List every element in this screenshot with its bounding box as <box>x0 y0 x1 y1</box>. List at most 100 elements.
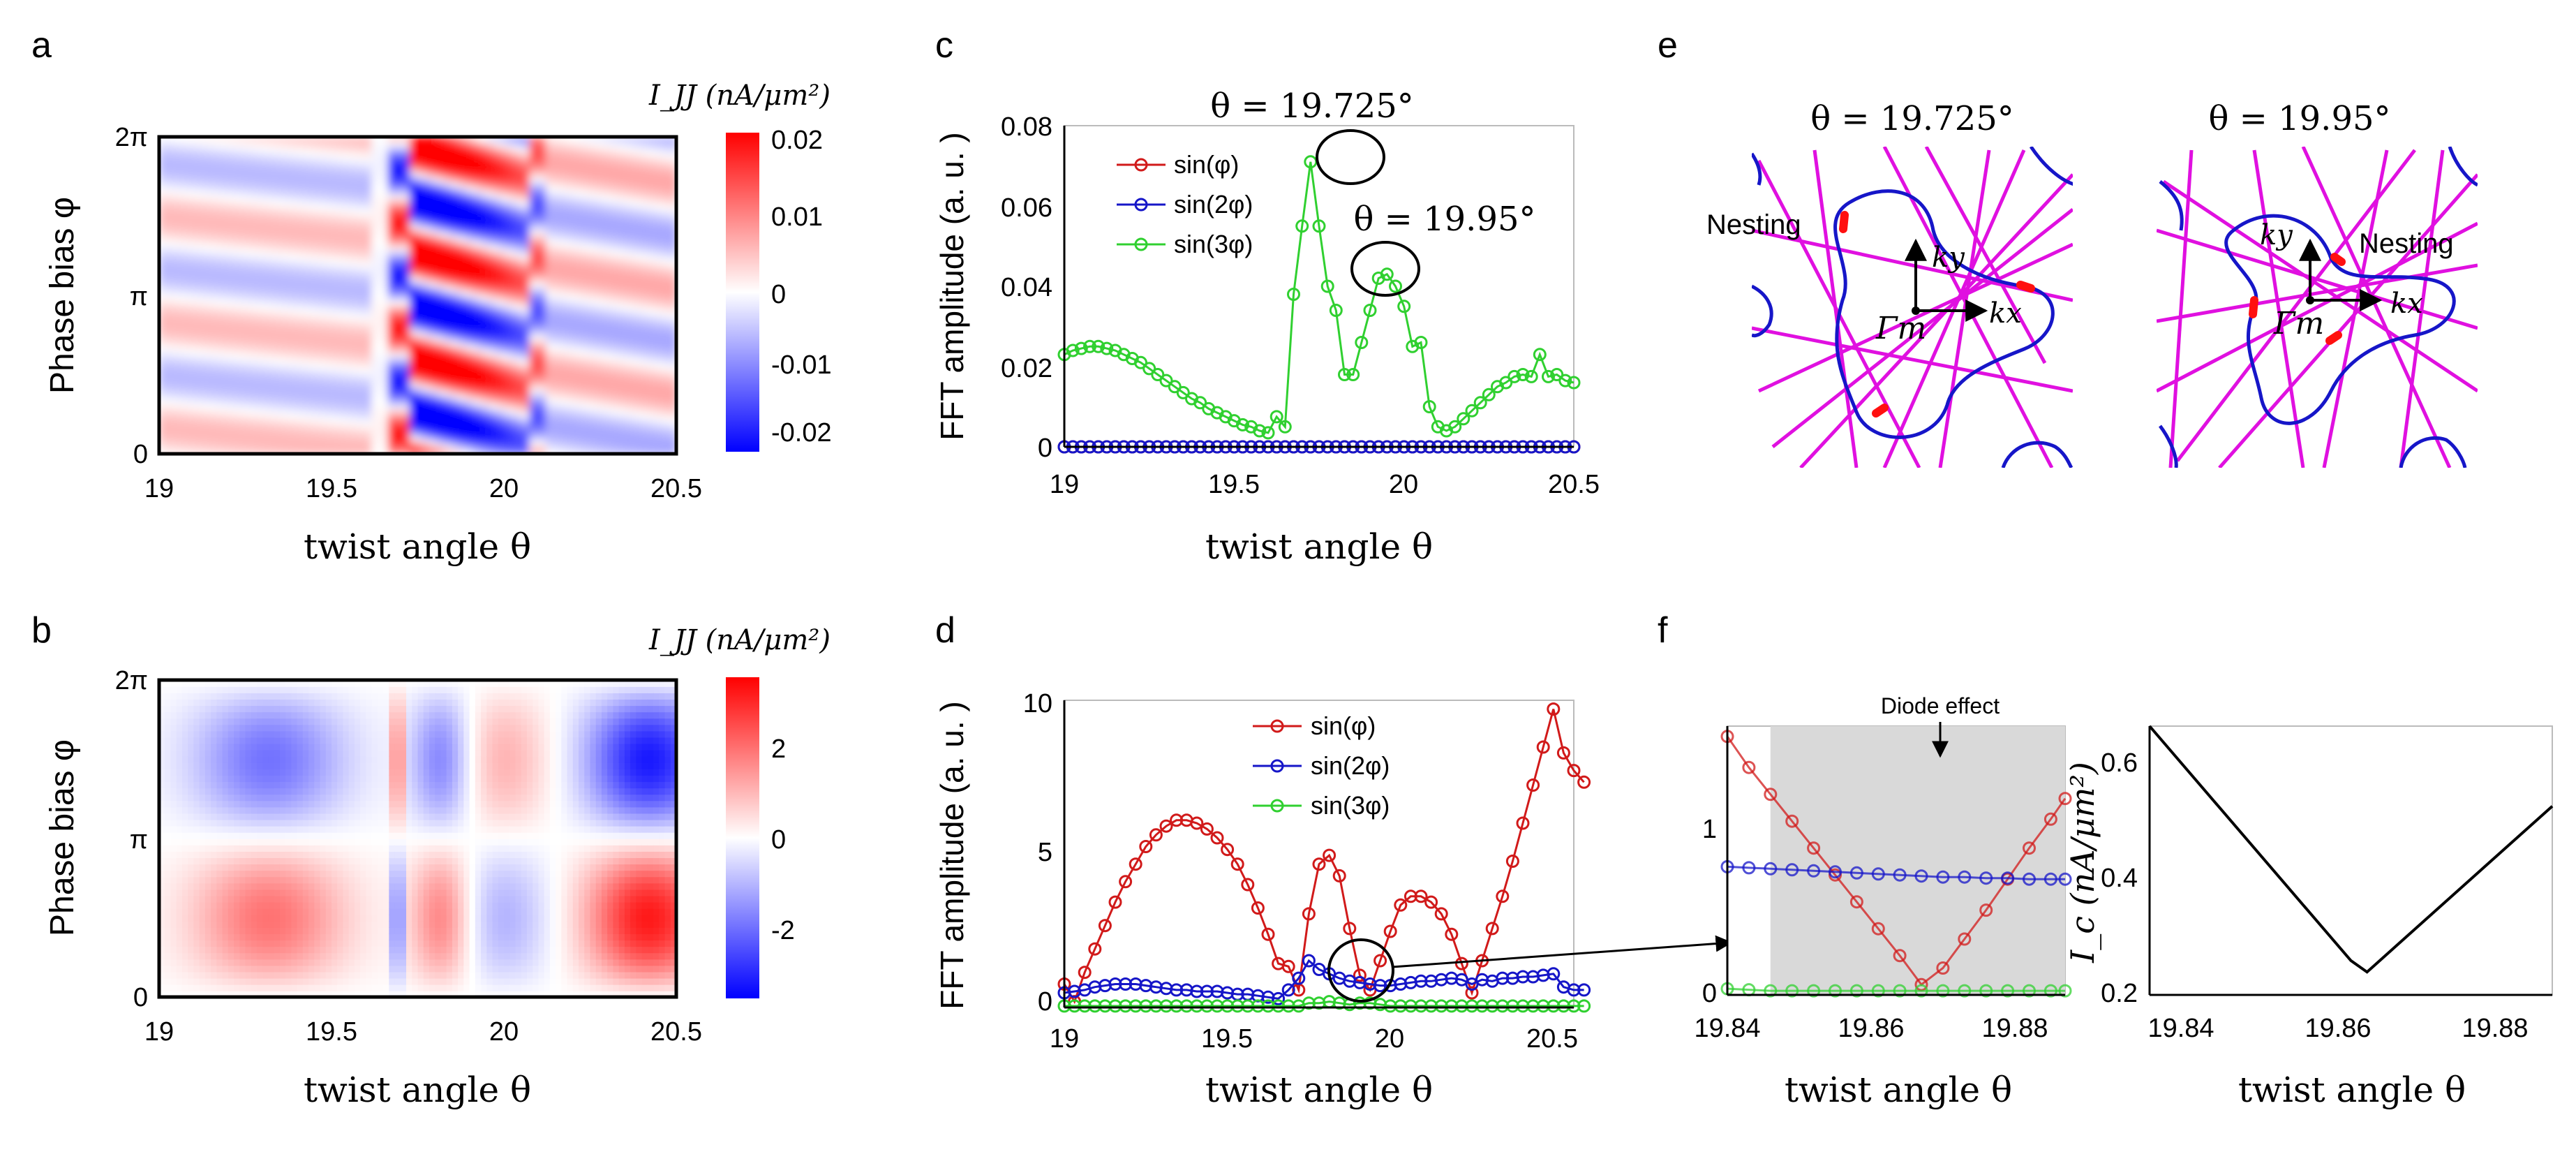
heat-cell <box>186 172 193 179</box>
heat-cell <box>366 304 372 310</box>
heat-cell <box>350 232 356 237</box>
heat-cell <box>218 277 225 283</box>
heat-cell <box>513 145 519 152</box>
heat-cell <box>164 390 171 396</box>
heat-cell <box>300 263 307 269</box>
heat-cell <box>197 431 204 436</box>
heat-cell <box>317 385 323 391</box>
heat-cell <box>159 399 165 405</box>
heat-cell <box>262 345 269 350</box>
heat-cell <box>300 150 307 156</box>
heat-cell <box>251 336 258 341</box>
heat-cell <box>426 232 432 237</box>
heat-cell <box>224 218 231 224</box>
heat-cell <box>463 214 470 219</box>
heat-cell <box>191 232 198 237</box>
heat-cell <box>535 277 541 283</box>
heat-cell <box>523 200 530 206</box>
heat-cell <box>306 268 313 274</box>
heat-cell <box>404 137 410 142</box>
heat-cell <box>415 163 422 170</box>
heat-cell <box>377 182 383 188</box>
heat-cell <box>529 436 535 441</box>
heat-cell <box>420 300 426 305</box>
heat-cell <box>463 394 470 400</box>
heat-cell <box>523 259 530 265</box>
heat-cell <box>295 245 301 251</box>
heat-cell <box>311 250 318 256</box>
heat-cell <box>387 259 394 265</box>
heat-cell <box>300 445 307 450</box>
heat-cell <box>202 205 209 210</box>
heat-cell <box>496 150 503 156</box>
heat-cell <box>230 349 236 355</box>
heat-cell <box>366 408 372 414</box>
heat-cell <box>475 318 481 323</box>
heat-cell <box>246 422 253 427</box>
heat-cell <box>208 376 214 383</box>
heat-cell <box>442 195 449 201</box>
heat-cell <box>399 290 405 296</box>
heat-cell <box>486 349 492 355</box>
heat-cell <box>475 172 481 179</box>
heat-cell <box>278 177 285 183</box>
heat-cell <box>322 340 329 346</box>
heat-cell <box>235 172 241 179</box>
heat-cell <box>317 254 323 260</box>
heat-cell <box>218 205 225 210</box>
heat-cell <box>371 218 378 224</box>
heat-cell <box>338 182 345 188</box>
heat-cell <box>159 163 165 170</box>
heat-cell <box>463 376 470 383</box>
heat-cell <box>186 394 193 400</box>
heat-cell <box>230 182 236 188</box>
heat-cell <box>502 331 508 337</box>
heat-cell <box>251 372 258 378</box>
heat-cell <box>382 340 389 346</box>
heat-cell <box>284 290 290 296</box>
heat-cell <box>529 418 535 423</box>
heat-cell <box>360 137 367 142</box>
heat-cell <box>469 245 476 251</box>
heat-cell <box>355 191 362 197</box>
heat-cell <box>507 290 514 296</box>
heat-cell <box>284 168 290 174</box>
heat-cell <box>338 440 345 445</box>
heat-cell <box>186 372 193 378</box>
heat-cell <box>480 322 486 328</box>
heat-cell <box>327 218 334 224</box>
heat-cell <box>350 445 356 450</box>
heat-cell <box>262 205 269 210</box>
heat-cell <box>311 300 318 305</box>
heat-cell <box>507 408 514 414</box>
heat-cell <box>486 413 492 418</box>
heat-cell <box>442 336 449 341</box>
heat-cell <box>463 367 470 374</box>
heat-cell <box>251 358 258 364</box>
heat-cell <box>311 345 318 350</box>
heat-cell <box>159 227 165 232</box>
heat-cell <box>159 245 165 251</box>
heat-cell <box>535 159 541 165</box>
heat-cell <box>360 445 367 450</box>
heat-cell <box>535 336 541 341</box>
heat-cell <box>529 309 535 314</box>
heat-cell <box>317 318 323 323</box>
heat-cell <box>333 154 340 161</box>
heat-cell <box>327 440 334 445</box>
heat-cell <box>197 250 204 256</box>
heat-cell <box>426 281 432 287</box>
heat-cell <box>170 449 177 454</box>
heat-cell <box>181 182 187 188</box>
heat-cell <box>284 172 290 179</box>
heat-cell <box>447 309 454 314</box>
heat-cell <box>377 259 383 265</box>
heat-cell <box>459 304 465 310</box>
heat-cell <box>360 390 367 396</box>
heat-cell <box>480 336 486 341</box>
heat-cell <box>224 214 231 219</box>
heat-cell <box>159 309 165 314</box>
heat-cell <box>399 354 405 360</box>
heat-cell <box>333 318 340 323</box>
heat-cell <box>523 358 530 364</box>
